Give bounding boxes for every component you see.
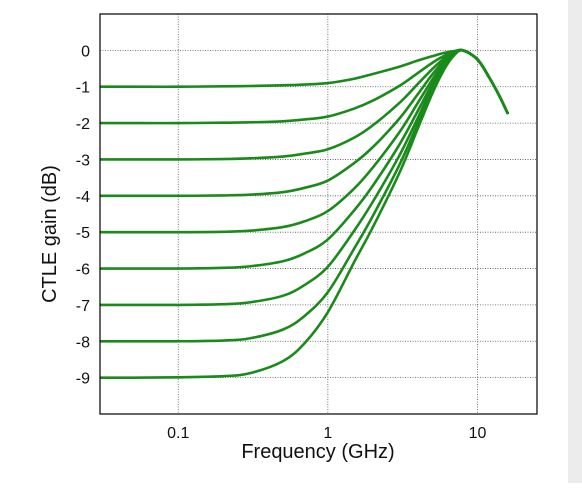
y-tick-label: -3 <box>76 152 90 169</box>
y-tick-label: 0 <box>81 43 90 60</box>
y-tick-label: -2 <box>76 116 90 133</box>
y-tick-label: -4 <box>76 189 90 206</box>
x-tick-labels: 0.1 1 10 <box>167 425 486 442</box>
x-axis-label: Frequency (GHz) <box>241 441 394 463</box>
y-tick-label: -6 <box>76 262 90 279</box>
plot-area <box>100 14 537 414</box>
series-line-9 <box>99 48 510 379</box>
y-axis-label: CTLE gain (dB) <box>39 165 61 303</box>
plot-frame <box>99 13 538 415</box>
x-tick-label: 0.1 <box>167 425 189 442</box>
y-tick-label: -5 <box>76 225 90 242</box>
y-tick-label: -8 <box>76 334 90 351</box>
x-tick-label: 1 <box>323 425 332 442</box>
y-tick-label: -1 <box>76 80 90 97</box>
side-strip <box>568 0 582 483</box>
x-tick-label: 10 <box>469 425 487 442</box>
y-tick-label: -7 <box>76 298 90 315</box>
y-tick-label: -9 <box>76 371 90 388</box>
series-lines <box>99 48 510 379</box>
y-tick-labels: 0 -1 -2 -3 -4 -5 -6 -7 -8 -9 <box>76 43 90 387</box>
